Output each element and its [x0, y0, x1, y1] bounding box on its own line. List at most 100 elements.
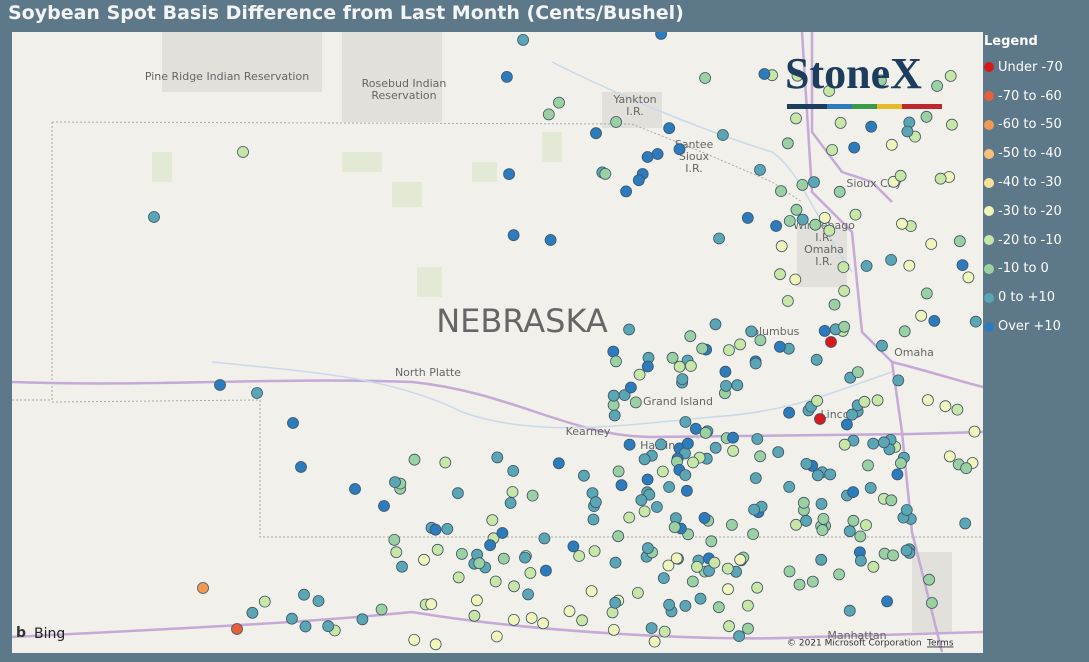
location-dot[interactable]: [322, 620, 335, 633]
location-dot[interactable]: [915, 309, 928, 322]
location-dot[interactable]: [681, 484, 693, 497]
location-dot[interactable]: [651, 501, 663, 513]
location-dot[interactable]: [629, 396, 642, 409]
location-dot[interactable]: [748, 503, 760, 516]
location-dot[interactable]: [632, 174, 645, 187]
location-dot[interactable]: [418, 553, 430, 566]
location-dot[interactable]: [726, 518, 738, 531]
location-dot[interactable]: [751, 581, 764, 594]
location-dot[interactable]: [684, 330, 697, 343]
location-dot[interactable]: [451, 487, 464, 500]
location-dot[interactable]: [470, 594, 483, 607]
location-dot[interactable]: [881, 595, 893, 608]
location-dot[interactable]: [783, 215, 796, 227]
location-dot[interactable]: [651, 148, 664, 160]
location-dot[interactable]: [663, 598, 675, 611]
location-dot[interactable]: [800, 514, 812, 527]
location-dot[interactable]: [775, 185, 787, 198]
location-dot[interactable]: [834, 117, 847, 129]
location-dot[interactable]: [525, 612, 538, 624]
location-dot[interactable]: [946, 118, 958, 131]
location-dot[interactable]: [657, 572, 670, 584]
location-dot[interactable]: [895, 457, 907, 470]
legend-item[interactable]: Over +10: [984, 312, 1089, 341]
location-dot[interactable]: [810, 353, 823, 366]
location-dot[interactable]: [885, 138, 898, 151]
location-dot[interactable]: [713, 232, 725, 245]
location-dot[interactable]: [887, 549, 899, 562]
location-dot[interactable]: [754, 450, 766, 463]
location-dot[interactable]: [542, 108, 555, 121]
location-dot[interactable]: [901, 125, 914, 138]
location-dot[interactable]: [754, 334, 767, 347]
location-dot[interactable]: [855, 554, 867, 567]
location-dot[interactable]: [837, 261, 850, 274]
location-dot[interactable]: [287, 417, 299, 429]
location-dot[interactable]: [781, 137, 794, 150]
location-dot[interactable]: [722, 583, 734, 596]
location-dot[interactable]: [749, 357, 762, 370]
location-dot[interactable]: [818, 324, 831, 337]
location-dot[interactable]: [928, 314, 941, 327]
location-dot[interactable]: [691, 561, 703, 573]
location-dot[interactable]: [903, 259, 916, 272]
location-dot[interactable]: [789, 273, 802, 286]
location-dot[interactable]: [540, 564, 552, 577]
location-dot[interactable]: [843, 525, 856, 538]
location-dot[interactable]: [484, 539, 497, 552]
location-dot[interactable]: [934, 172, 947, 185]
location-dot[interactable]: [749, 472, 762, 485]
location-dot[interactable]: [698, 511, 711, 524]
location-dot[interactable]: [741, 211, 754, 224]
location-dot[interactable]: [953, 235, 966, 248]
location-dot[interactable]: [455, 548, 468, 560]
location-dot[interactable]: [709, 441, 722, 454]
location-dot[interactable]: [742, 599, 754, 612]
location-dot[interactable]: [826, 144, 838, 156]
location-dot[interactable]: [838, 438, 851, 451]
location-dot[interactable]: [960, 462, 973, 475]
location-dot[interactable]: [620, 185, 632, 198]
location-dot[interactable]: [816, 524, 829, 537]
location-dot[interactable]: [858, 395, 871, 408]
location-dot[interactable]: [734, 553, 747, 566]
location-dot[interactable]: [578, 469, 590, 482]
location-dot[interactable]: [655, 438, 667, 451]
legend-item[interactable]: -10 to 0: [984, 255, 1089, 284]
location-dot[interactable]: [623, 438, 636, 451]
location-dot[interactable]: [573, 550, 585, 562]
location-dot[interactable]: [396, 560, 408, 573]
location-dot[interactable]: [507, 229, 520, 242]
location-dot[interactable]: [408, 634, 421, 646]
location-dot[interactable]: [733, 630, 745, 642]
location-dot[interactable]: [811, 394, 823, 407]
location-dot[interactable]: [727, 444, 739, 457]
location-dot[interactable]: [862, 459, 874, 472]
location-dot[interactable]: [823, 85, 835, 97]
location-dot[interactable]: [790, 203, 803, 216]
location-dot[interactable]: [375, 603, 388, 616]
location-dot[interactable]: [429, 638, 442, 651]
location-dot[interactable]: [838, 284, 850, 297]
location-dot[interactable]: [452, 571, 465, 584]
location-dot[interactable]: [841, 418, 853, 431]
location-dot[interactable]: [668, 521, 681, 534]
location-dot[interactable]: [783, 406, 795, 419]
location-dot[interactable]: [854, 530, 867, 543]
location-dot[interactable]: [641, 360, 654, 373]
location-dot[interactable]: [969, 315, 982, 328]
location-dot[interactable]: [679, 469, 692, 482]
location-dot[interactable]: [900, 544, 913, 557]
location-dot[interactable]: [676, 373, 689, 386]
location-dot[interactable]: [538, 532, 551, 545]
location-dot[interactable]: [833, 185, 846, 198]
location-dot[interactable]: [408, 453, 421, 466]
location-dot[interactable]: [599, 167, 612, 180]
location-dot[interactable]: [828, 298, 841, 311]
location-dot[interactable]: [473, 557, 486, 570]
location-dot[interactable]: [815, 553, 828, 566]
location-dot[interactable]: [295, 461, 307, 473]
location-dot[interactable]: [772, 446, 785, 459]
location-dot[interactable]: [796, 178, 809, 191]
location-dot[interactable]: [615, 479, 628, 492]
